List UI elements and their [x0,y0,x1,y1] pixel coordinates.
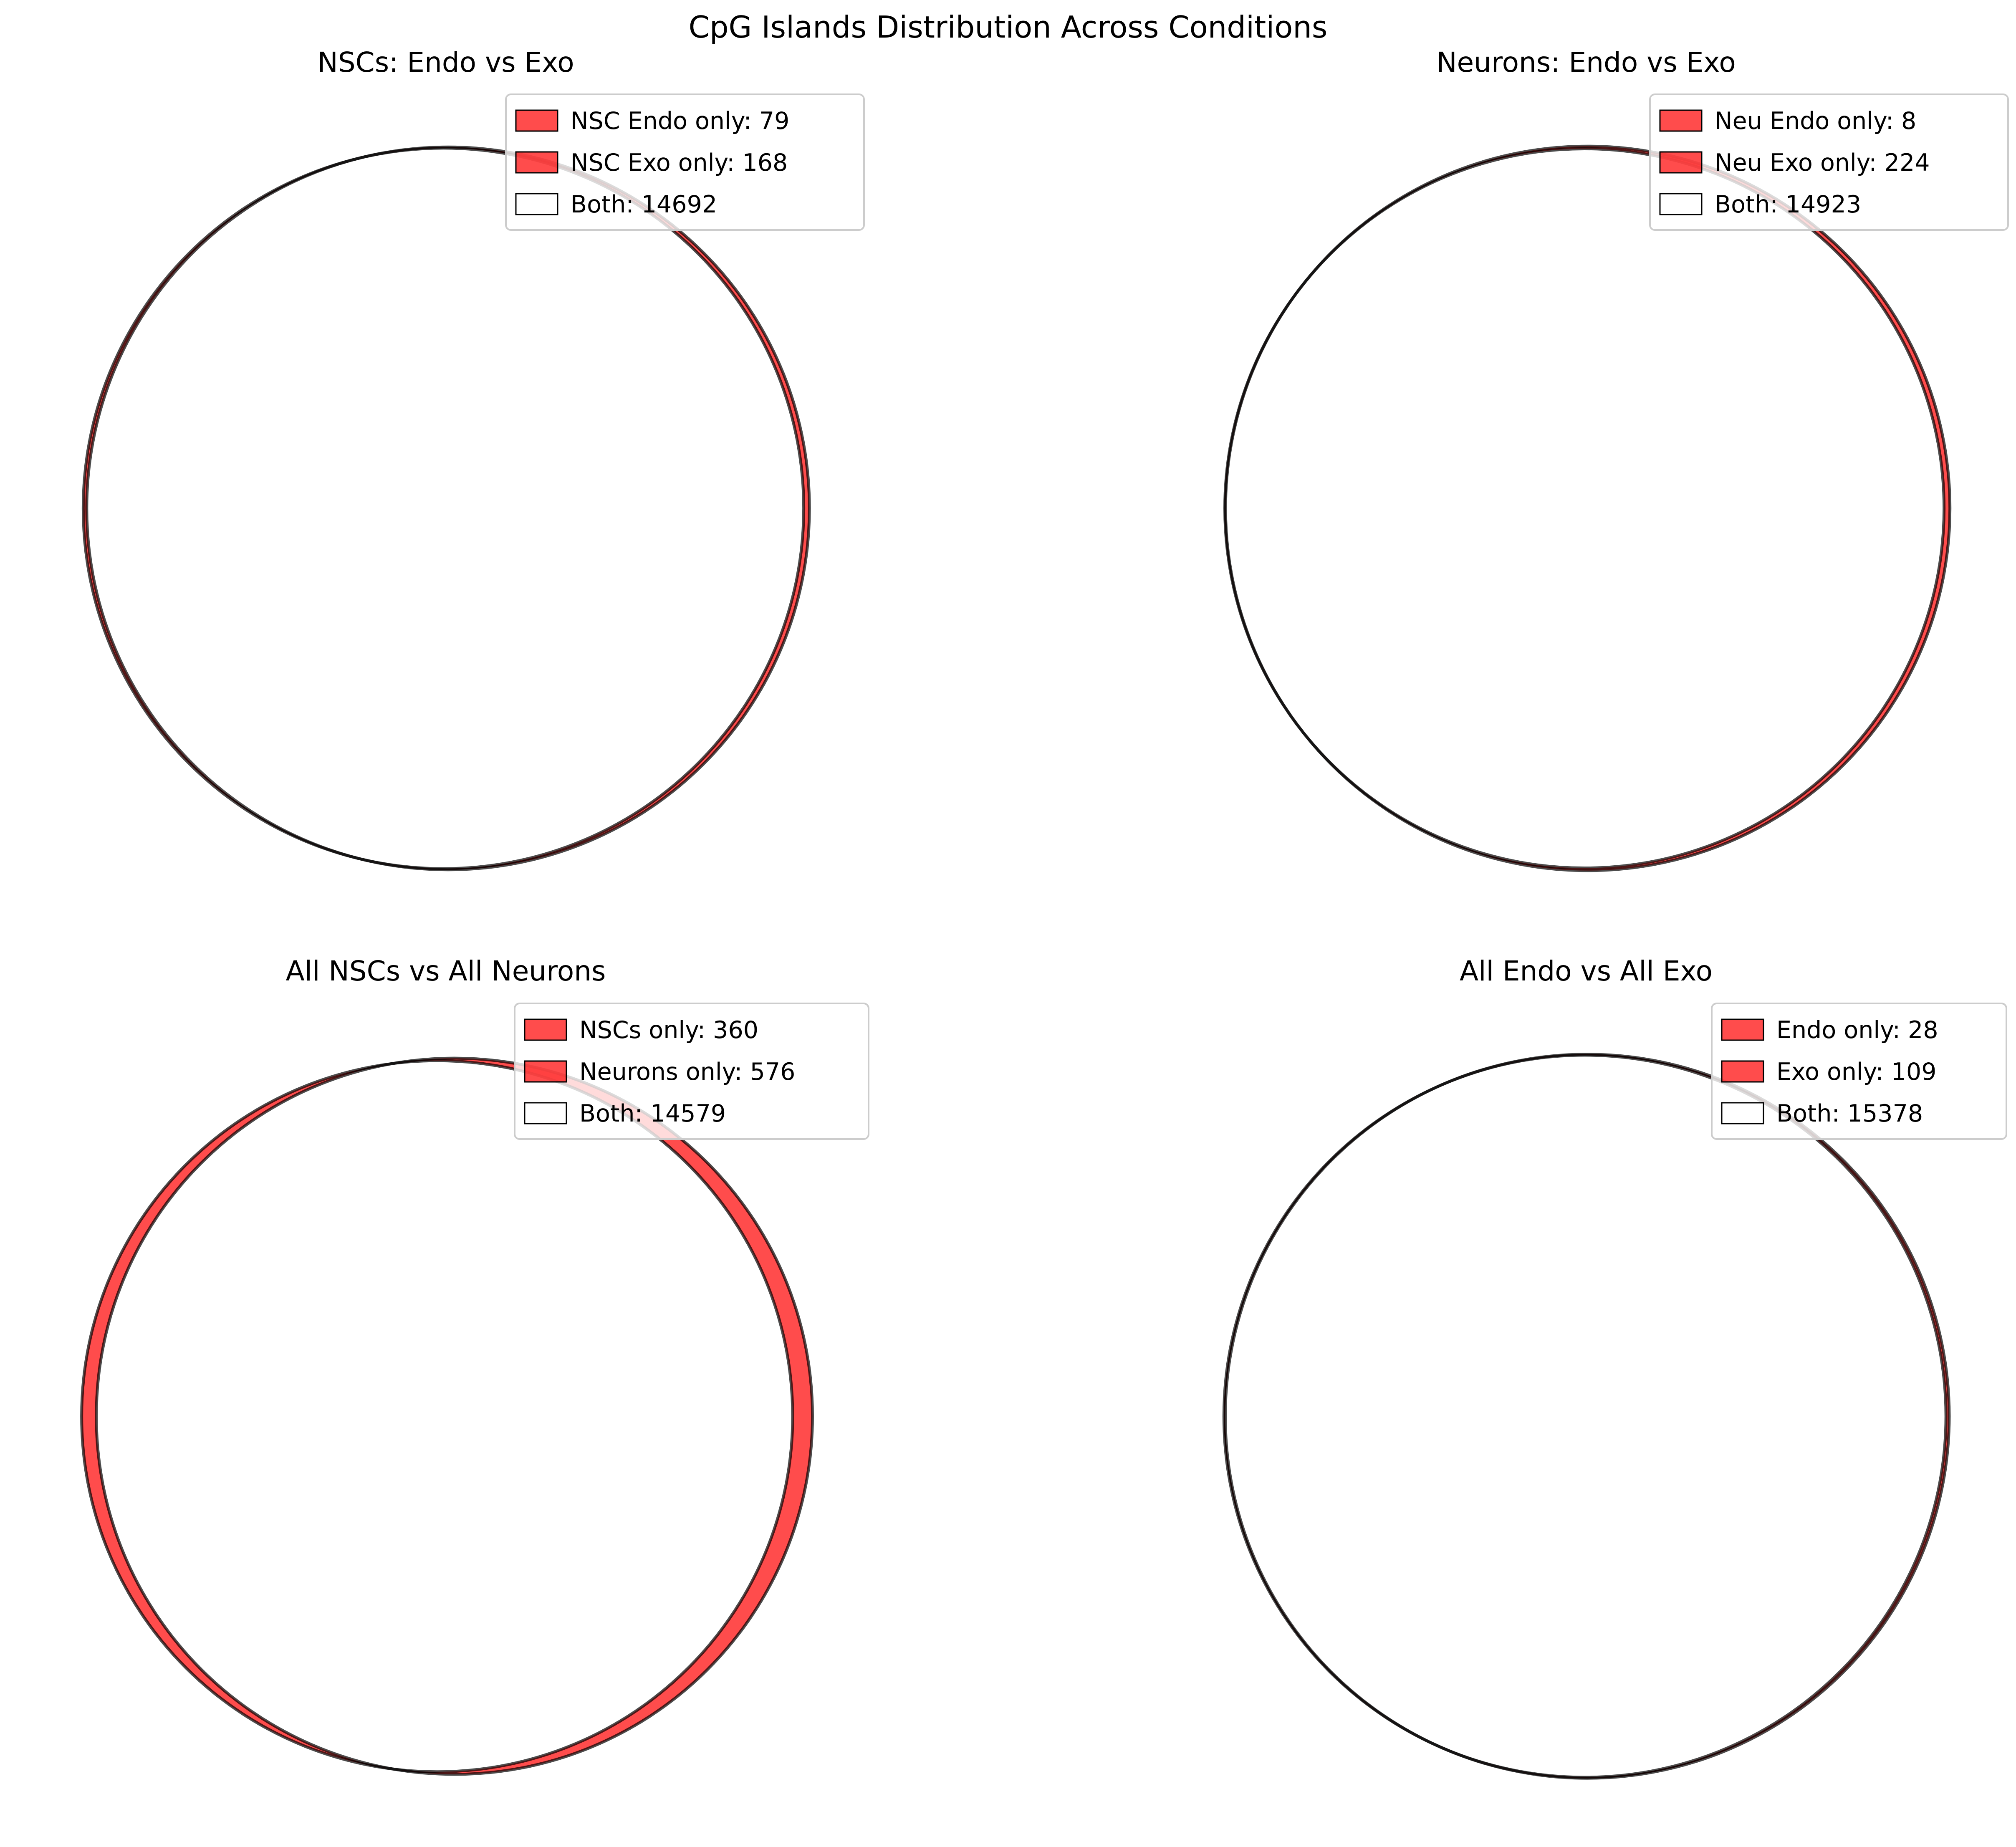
legend-label-3: Both: 14692 [571,191,717,218]
legend: Neu Endo only: 8 Neu Exo only: 224 Both: 1… [1649,93,2009,231]
legend: Endo only: 28 Exo only: 109 Both: 15378 [1711,1003,2007,1140]
panel-title: All NSCs vs All Neurons [286,955,606,987]
legend-label-1: NSC Endo only: 79 [571,107,789,135]
legend-frame [1711,1003,2007,1140]
legend-swatch-3 [515,193,558,215]
figure-title: CpG Islands Distribution Across Conditio… [689,10,1328,45]
legend-label-2: Exo only: 109 [1776,1058,1937,1086]
legend-label-1: NSCs only: 360 [579,1016,758,1044]
venn-overlap-region [96,1061,793,1772]
legend: NSC Endo only: 79 NSC Exo only: 168 Both: … [505,93,865,231]
legend-frame [1649,93,2009,231]
legend-label-3: Both: 14579 [579,1100,726,1127]
legend-label-3: Both: 14923 [1715,191,1861,218]
venn-set-a-outline [80,1059,794,1774]
legend-swatch-2 [1721,1060,1764,1083]
legend-swatch-2 [1659,151,1703,174]
venn-set-b-outline [85,145,811,872]
legend-swatch-2 [515,151,558,174]
legend-label-1: Endo only: 28 [1776,1016,1938,1044]
legend-swatch-3 [524,1102,567,1124]
legend-label-2: Neu Exo only: 224 [1715,149,1930,177]
venn-panel-4: All Endo vs All Exo Endo only: 28 Exo only… [1222,955,2007,1780]
legend-swatch-2 [524,1060,567,1083]
venn-set-b-outline [1224,1053,1951,1780]
venn-panel-1: NSCs: Endo vs Exo NSC Endo only: 79 NSC Ex… [81,46,865,872]
legend-swatch-1 [515,109,558,132]
legend-swatch-3 [1721,1102,1764,1124]
panel-title: All Endo vs All Exo [1460,955,1713,987]
legend-label-2: NSC Exo only: 168 [571,149,788,177]
legend-swatch-1 [524,1018,567,1041]
legend-frame [505,93,865,231]
venn-overlap-region [86,148,804,869]
legend-swatch-1 [1659,109,1703,132]
legend-label-2: Neurons only: 576 [579,1058,795,1086]
panel-title: NSCs: Endo vs Exo [317,46,574,78]
panel-title: Neurons: Endo vs Exo [1436,46,1736,78]
venn-overlap-region [1225,1055,1946,1777]
legend-frame [514,1003,869,1140]
legend-label-3: Both: 15378 [1776,1100,1923,1127]
venn-set-b-outline [95,1056,814,1776]
venn-panel-3: All NSCs vs All Neurons NSCs only: 360 Neu… [80,955,869,1776]
legend-swatch-3 [1659,193,1703,215]
panels: NSCs: Endo vs Exo NSC Endo only: 79 NSC Ex… [80,46,2009,1780]
legend-label-1: Neu Endo only: 8 [1715,107,1916,135]
venn-overlap-region [1225,149,1944,868]
venn-set-b-outline [1224,144,1952,872]
legend-swatch-1 [1721,1018,1764,1041]
legend: NSCs only: 360 Neurons only: 576 Both: 145… [514,1003,869,1140]
